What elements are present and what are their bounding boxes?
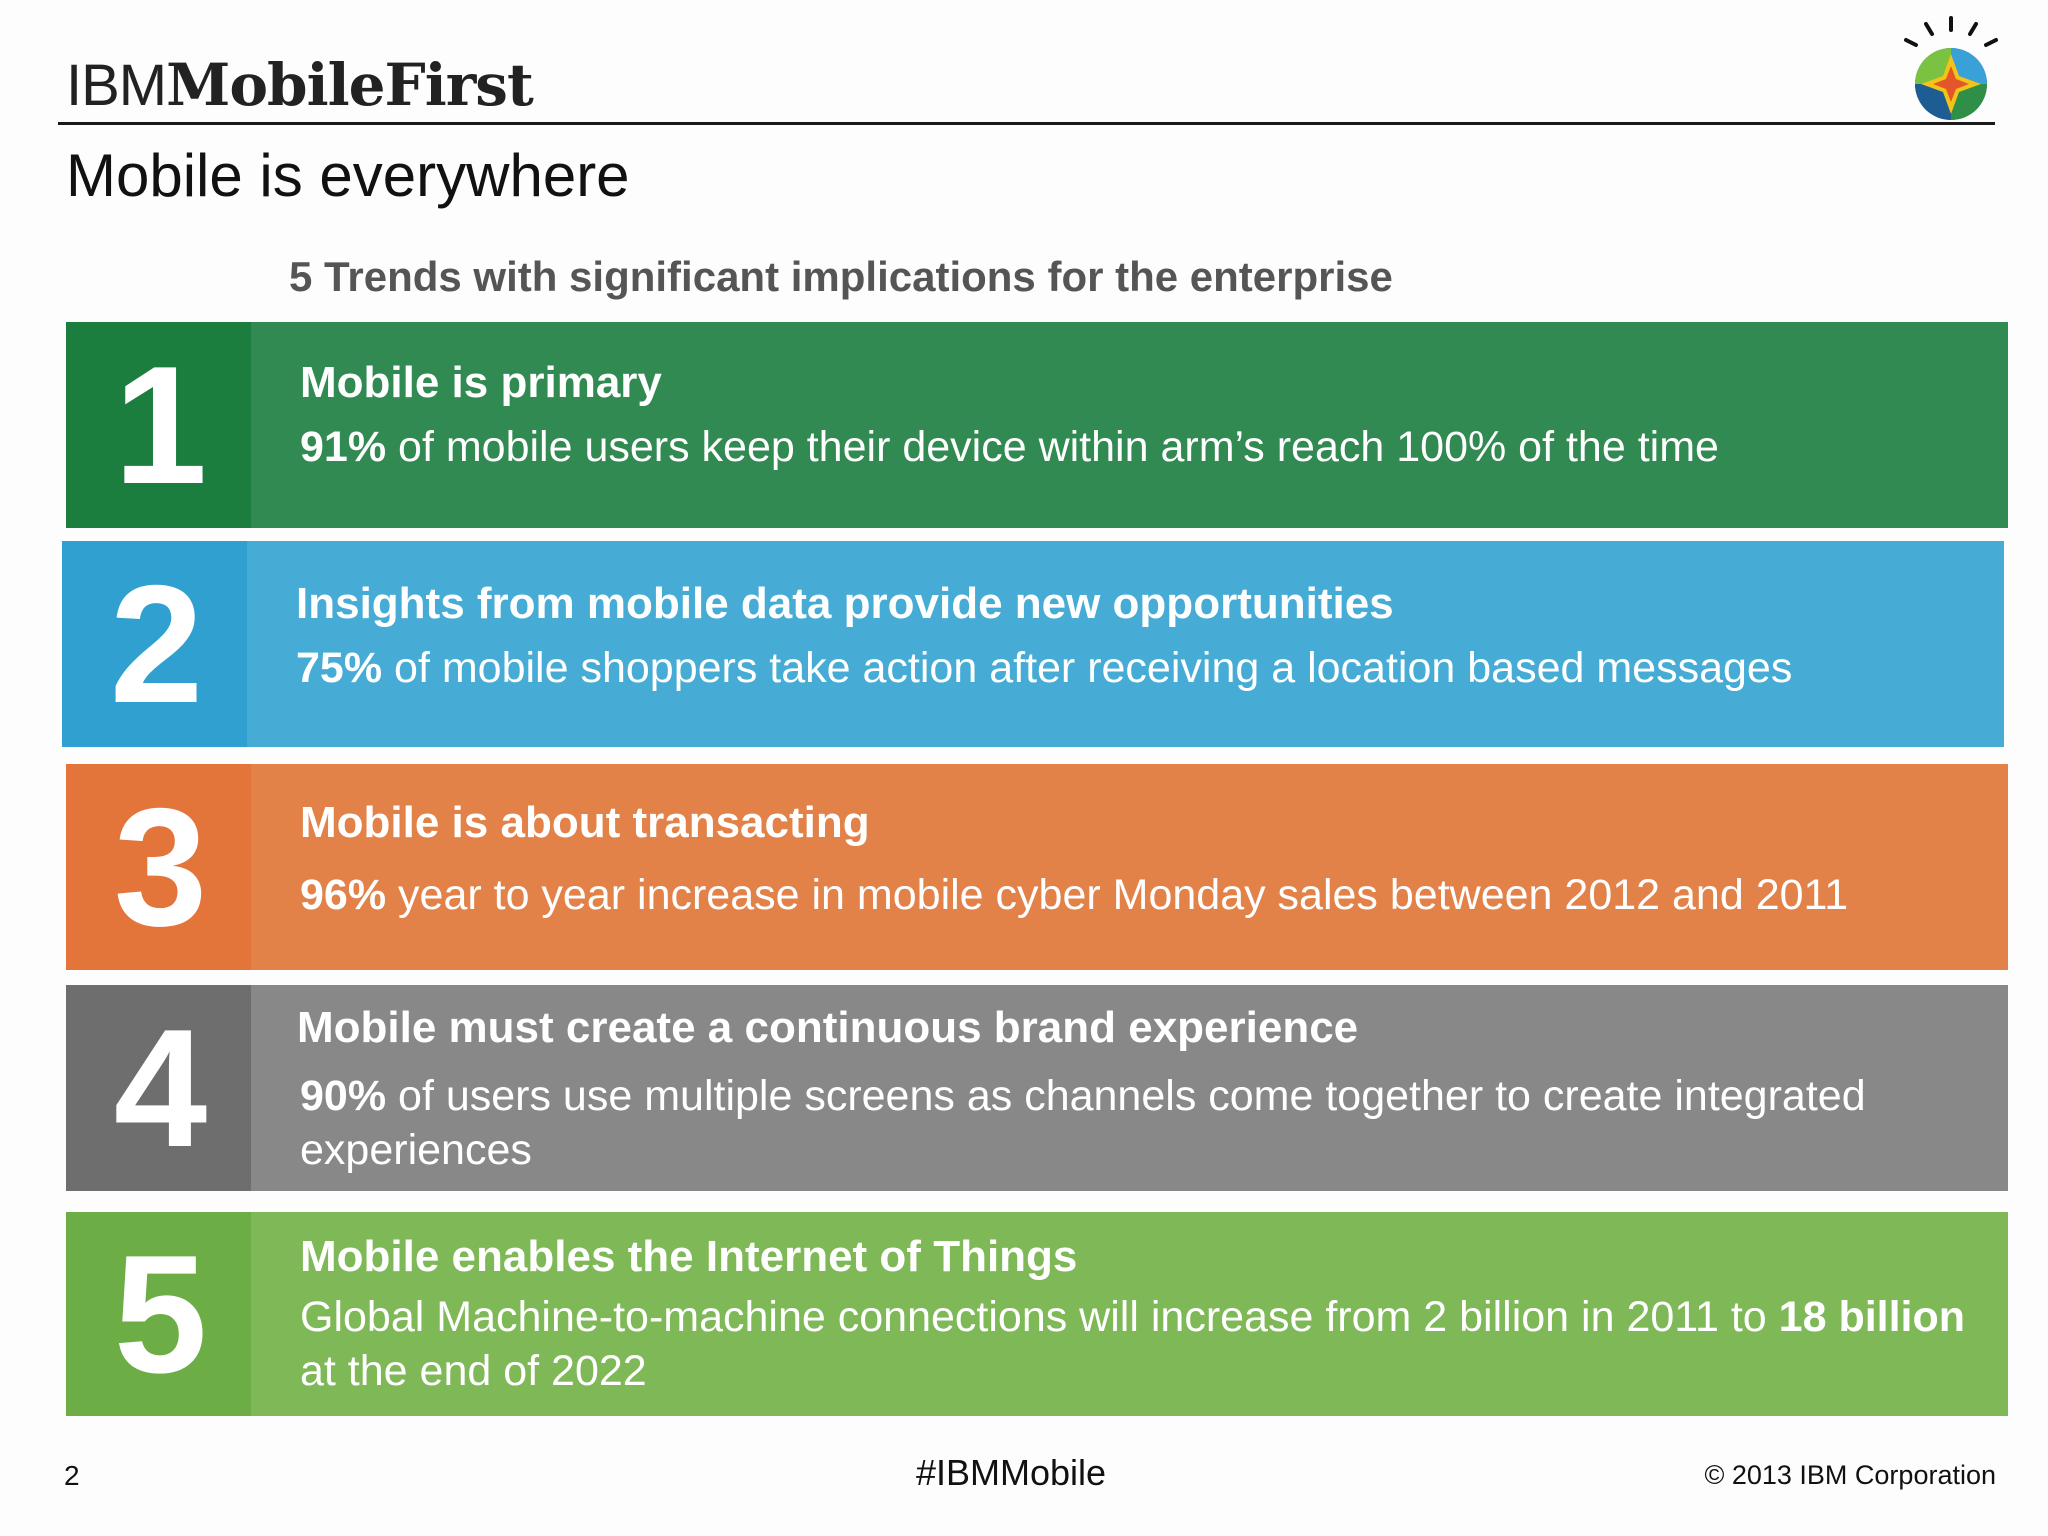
trend-number: 2 [62,541,247,747]
trend-body: Mobile must create a continuous brand ex… [251,985,2008,1191]
trend-number: 1 [66,322,251,528]
trend-stat-text: of mobile users keep their device within… [386,423,1719,471]
page-number: 2 [64,1460,80,1491]
trend-stat: 91% of mobile users keep their device wi… [300,420,1968,474]
ibm-smarter-planet-logo-icon [1904,16,1998,120]
trend-heading: Mobile is primary [300,358,662,407]
page-subtitle: 5 Trends with significant implications f… [289,253,1393,300]
trend-stat-figure-2: 18 billion [1778,1293,1966,1341]
trend-row-1: 1 Mobile is primary 91% of mobile users … [66,322,2008,528]
trend-row-2: 2 Insights from mobile data provide new … [62,541,2004,747]
trend-row-3: 3 Mobile is about transacting 96% year t… [66,764,2008,970]
footer-copyright: © 2013 IBM Corporation [1704,1460,1996,1490]
trend-row-5: 5 Mobile enables the Internet of Things … [66,1212,2008,1416]
trend-heading: Mobile enables the Internet of Things [300,1232,1078,1281]
trend-number: 3 [66,764,251,970]
trend-body: Mobile enables the Internet of Things Gl… [251,1212,2008,1416]
trend-stat: 90% of users use multiple screens as cha… [300,1069,1968,1177]
trend-stat-text-2: at the end of 2022 [300,1347,647,1395]
trend-number: 5 [66,1212,251,1416]
footer-hashtag: #IBMMobile [916,1452,1107,1493]
trend-stat-figure: 75% [296,644,383,692]
header-rule [58,122,1995,125]
trend-stat: Global Machine-to-machine connections wi… [300,1290,1968,1398]
brand-wordmark: IBMMobileFirst [66,51,534,119]
trend-row-4: 4 Mobile must create a continuous brand … [66,985,2008,1191]
trend-stat-text: year to year increase in mobile cyber Mo… [386,871,1849,919]
trend-stat-figure: 90% [300,1072,387,1120]
trend-body: Insights from mobile data provide new op… [247,541,2004,747]
trend-heading: Mobile must create a continuous brand ex… [297,1003,1359,1052]
trend-stat-text: of users use multiple screens as channel… [300,1072,1866,1174]
trend-body: Mobile is primary 91% of mobile users ke… [251,322,2008,528]
trend-stat-figure: 91% [300,423,387,471]
brand-name: MobileFirst [166,51,534,119]
trend-stat: 75% of mobile shoppers take action after… [296,641,1964,695]
page-title: Mobile is everywhere [66,142,630,209]
trend-stat-text: of mobile shoppers take action after rec… [382,644,1793,692]
trend-heading: Insights from mobile data provide new op… [296,579,1394,628]
trend-number: 4 [66,985,251,1191]
trend-stat-text: Global Machine-to-machine connections wi… [300,1293,1779,1341]
trend-stat: 96% year to year increase in mobile cybe… [300,868,1968,922]
trend-stat-figure: 96% [300,871,387,919]
trend-body: Mobile is about transacting 96% year to … [251,764,2008,970]
brand-prefix: IBM [66,53,167,118]
trend-heading: Mobile is about transacting [300,798,870,847]
